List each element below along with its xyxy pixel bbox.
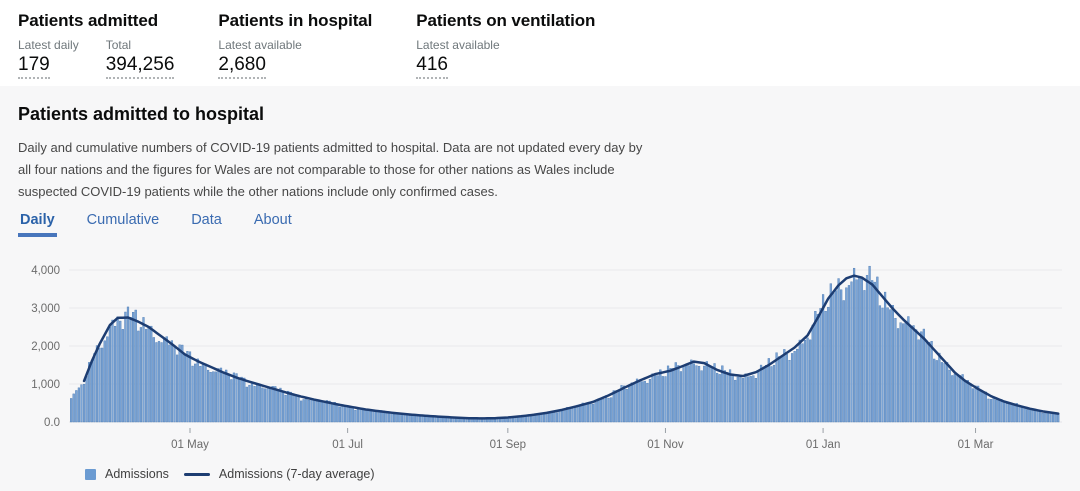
svg-text:2,000: 2,000 bbox=[31, 341, 60, 353]
tab-about[interactable]: About bbox=[253, 212, 292, 228]
svg-text:01 Nov: 01 Nov bbox=[647, 439, 684, 451]
svg-text:01 Jan: 01 Jan bbox=[806, 439, 841, 451]
metric-latest-available: Latest available 2,680 bbox=[218, 38, 302, 79]
tab-daily[interactable]: Daily bbox=[18, 212, 57, 237]
stat-patients-in-hospital: Patients in hospital Latest available 2,… bbox=[218, 11, 372, 79]
svg-text:1,000: 1,000 bbox=[31, 379, 60, 391]
description-line: suspected COVID-19 patients while the ot… bbox=[18, 184, 498, 199]
metric-label: Latest available bbox=[218, 38, 302, 52]
card-title: Patients admitted to hospital bbox=[18, 104, 265, 124]
svg-text:4,000: 4,000 bbox=[31, 265, 60, 277]
metric-label: Latest available bbox=[416, 38, 500, 52]
metric-label: Latest daily bbox=[18, 38, 79, 52]
metric-value-link[interactable]: 416 bbox=[416, 54, 448, 79]
description-line: all four nations and the figures for Wal… bbox=[18, 162, 615, 177]
admissions-bars bbox=[70, 265, 1060, 423]
stat-title: Patients in hospital bbox=[218, 11, 373, 30]
metric-total: Total 394,256 bbox=[105, 38, 175, 79]
x-axis: 01 May 01 Jul 01 Sep 01 Nov 01 Jan 01 Mar bbox=[171, 428, 994, 451]
metric-latest-daily: Latest daily 179 bbox=[18, 38, 79, 79]
metric-value-link[interactable]: 179 bbox=[18, 54, 50, 79]
card-tabs: Daily Cumulative Data About bbox=[18, 212, 1062, 237]
svg-text:01 Sep: 01 Sep bbox=[490, 439, 526, 451]
tab-data[interactable]: Data bbox=[191, 212, 222, 228]
stat-title: Patients on ventilation bbox=[416, 11, 596, 30]
legend-label: Admissions bbox=[105, 467, 169, 481]
patients-admitted-card: Patients admitted to hospital Daily and … bbox=[0, 86, 1080, 491]
admissions-chart[interactable]: 0.0 1,000 2,000 3,000 4,000 01 May 01 Jul 01 Se… bbox=[0, 245, 1080, 459]
metric-value-link[interactable]: 394,256 bbox=[105, 54, 175, 79]
svg-text:01 May: 01 May bbox=[171, 439, 209, 451]
average-line-swatch-icon bbox=[183, 472, 210, 476]
stat-title: Patients admitted bbox=[18, 11, 158, 30]
y-axis-labels: 0.0 1,000 2,000 3,000 4,000 bbox=[31, 265, 60, 429]
metric-label: Total bbox=[105, 38, 132, 52]
svg-text:0.0: 0.0 bbox=[44, 417, 60, 429]
stat-patients-on-ventilation: Patients on ventilation Latest available… bbox=[416, 11, 595, 79]
legend-item-admissions[interactable]: Admissions bbox=[85, 467, 169, 481]
admissions-swatch-icon bbox=[85, 468, 96, 480]
description-line: Daily and cumulative numbers of COVID-19… bbox=[18, 140, 643, 155]
chart-area: 0.0 1,000 2,000 3,000 4,000 01 May 01 Jul 01 Se… bbox=[0, 245, 1080, 459]
legend-item-7day-average[interactable]: Admissions (7-day average) bbox=[169, 467, 375, 481]
tab-cumulative[interactable]: Cumulative bbox=[86, 212, 160, 228]
chart-legend: Admissions Admissions (7-day average) bbox=[85, 467, 375, 481]
stat-patients-admitted: Patients admitted Latest daily 179 Total… bbox=[18, 11, 175, 79]
metric-value-link[interactable]: 2,680 bbox=[218, 54, 266, 79]
admissions-average-line bbox=[82, 274, 1060, 420]
headline-stats: Patients admitted Latest daily 179 Total… bbox=[0, 0, 1080, 79]
svg-text:3,000: 3,000 bbox=[31, 303, 60, 315]
metric-latest-available: Latest available 416 bbox=[416, 38, 500, 79]
legend-label: Admissions (7-day average) bbox=[218, 467, 375, 481]
svg-text:01 Mar: 01 Mar bbox=[958, 439, 994, 451]
svg-text:01 Jul: 01 Jul bbox=[332, 439, 363, 451]
card-description: Daily and cumulative numbers of COVID-19… bbox=[18, 137, 1062, 203]
